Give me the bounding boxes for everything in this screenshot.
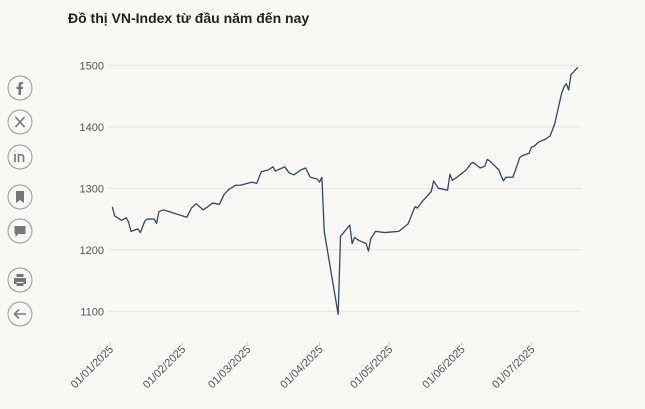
y-tick-label: 1100 <box>80 306 104 318</box>
x-tick-label: 01/06/2025 <box>420 344 467 391</box>
y-tick-label: 1300 <box>80 183 104 195</box>
share-bar <box>7 75 33 327</box>
chart-title: Đồ thị VN-Index từ đầu năm đến nay <box>68 10 309 26</box>
linkedin-button[interactable] <box>7 144 33 170</box>
comment-button[interactable] <box>7 218 33 244</box>
bookmark-button[interactable] <box>7 184 33 210</box>
index-line <box>111 66 579 315</box>
y-tick-label: 1400 <box>80 122 104 134</box>
x-tick-label: 01/07/2025 <box>490 344 537 391</box>
x-tick-label: 01/05/2025 <box>348 344 395 391</box>
x-tick-label: 01/03/2025 <box>206 344 253 391</box>
x-tick-label: 01/04/2025 <box>278 344 325 391</box>
y-tick-label: 1200 <box>80 245 104 257</box>
x-button[interactable] <box>7 109 33 135</box>
back-button[interactable] <box>7 301 33 327</box>
y-tick-label: 1500 <box>80 60 104 72</box>
x-tick-label: 01/01/2025 <box>69 344 116 391</box>
print-button[interactable] <box>7 267 33 293</box>
facebook-button[interactable] <box>7 75 33 101</box>
x-tick-label: 01/02/2025 <box>141 344 188 391</box>
